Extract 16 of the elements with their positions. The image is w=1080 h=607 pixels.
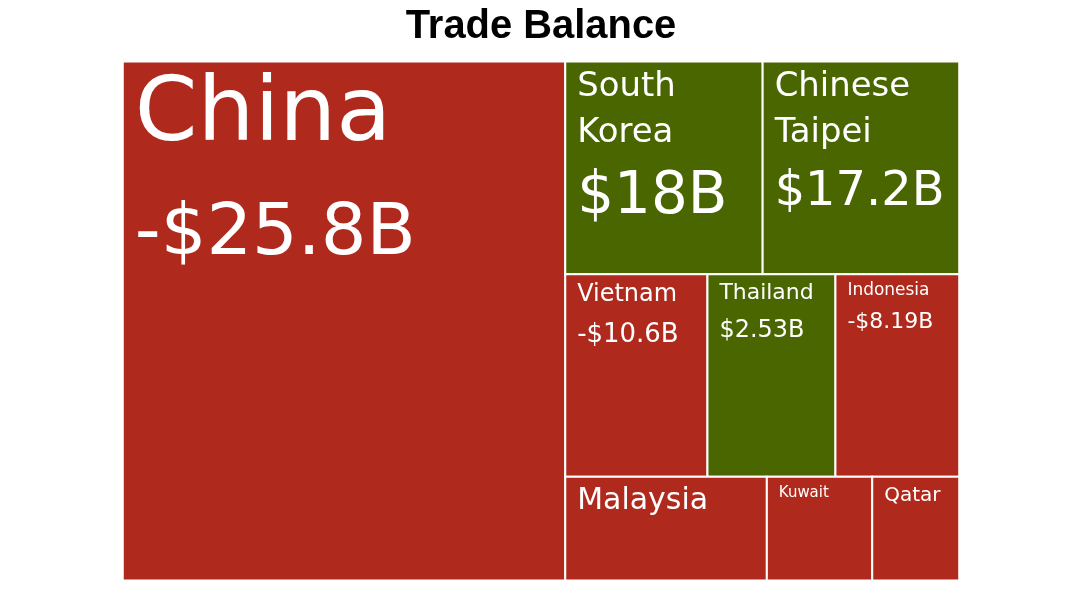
category-label: Thailand bbox=[718, 279, 814, 305]
category-label: Vietnam bbox=[577, 279, 678, 308]
data-label: $17.2B bbox=[774, 160, 945, 216]
category-label: Chinese Taipei bbox=[773, 65, 911, 151]
text: Trade Balance bbox=[405, 2, 677, 47]
category-label: Kuwait bbox=[778, 482, 829, 501]
data-label: $2.53B bbox=[719, 314, 805, 343]
data-label: -$8.19B bbox=[847, 308, 934, 334]
data-label: -$25.8B bbox=[134, 186, 416, 271]
category-label: South Korea bbox=[577, 65, 676, 151]
category-label: China bbox=[134, 57, 392, 162]
category-label: Qatar bbox=[884, 481, 942, 506]
category-label: Malaysia bbox=[577, 480, 709, 516]
data-label: $18B bbox=[577, 158, 728, 227]
data-label: -$10.6B bbox=[577, 317, 679, 348]
category-label: Indonesia bbox=[847, 279, 930, 300]
